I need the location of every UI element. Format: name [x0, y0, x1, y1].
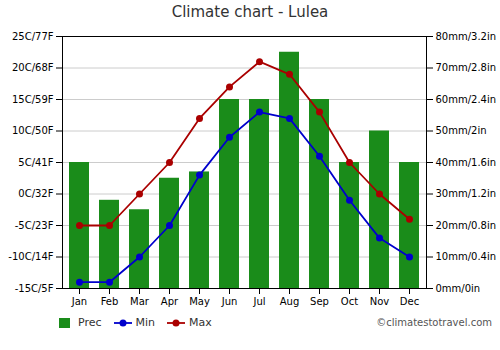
html-text:©climatestotravel.com: ©climatestotravel.com [376, 317, 492, 328]
svg-text:-10C/14F: -10C/14F [8, 251, 53, 262]
svg-text:May: May [189, 296, 210, 307]
html-text:Prec: Prec [78, 316, 102, 329]
svg-text:60mm/2.4in: 60mm/2.4in [436, 94, 497, 105]
svg-text:-5C/23F: -5C/23F [15, 220, 54, 231]
svg-text:10mm/0.4in: 10mm/0.4in [436, 251, 497, 262]
svg-text:Jun: Jun [221, 296, 238, 307]
svg-text:Jul: Jul [252, 296, 265, 307]
svg-text:5C/41F: 5C/41F [18, 157, 53, 168]
svg-text:20C/68F: 20C/68F [12, 62, 54, 73]
svg-text:30mm/1.2in: 30mm/1.2in [436, 188, 497, 199]
svg-text:Mar: Mar [130, 296, 150, 307]
svg-text:20mm/0.8in: 20mm/0.8in [436, 220, 497, 231]
html-text:Climate chart - Lulea: Climate chart - Lulea [171, 3, 329, 21]
svg-text:Feb: Feb [101, 296, 119, 307]
svg-text:25C/77F: 25C/77F [12, 31, 54, 42]
svg-text:Dec: Dec [400, 296, 419, 307]
html-text:Max: Max [189, 316, 212, 329]
svg-text:40mm/1.6in: 40mm/1.6in [436, 157, 497, 168]
svg-text:0C/32F: 0C/32F [18, 188, 53, 199]
svg-text:Oct: Oct [341, 296, 358, 307]
svg-text:-15C/5F: -15C/5F [15, 283, 54, 294]
svg-text:80mm/3.2in: 80mm/3.2in [436, 31, 497, 42]
svg-text:50mm/2in: 50mm/2in [436, 125, 487, 136]
svg-text:10C/50F: 10C/50F [12, 125, 54, 136]
svg-text:Apr: Apr [161, 296, 179, 307]
svg-text:15C/59F: 15C/59F [12, 94, 54, 105]
html-text:Min: Min [135, 316, 156, 329]
svg-text:Aug: Aug [280, 296, 300, 307]
svg-text:Jan: Jan [71, 296, 87, 307]
svg-text:70mm/2.8in: 70mm/2.8in [436, 62, 497, 73]
svg-text:Sep: Sep [310, 296, 329, 307]
svg-text:0mm/0in: 0mm/0in [436, 283, 481, 294]
svg-text:Nov: Nov [370, 296, 390, 307]
